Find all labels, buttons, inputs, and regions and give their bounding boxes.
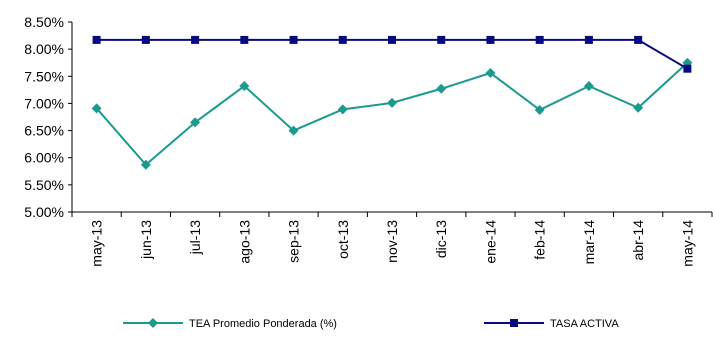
x-tick-label: mar-14 xyxy=(581,220,597,265)
series-1-point xyxy=(190,117,201,128)
y-tick-label: 5.00% xyxy=(24,204,64,220)
series-1-point xyxy=(239,81,250,92)
series-2-point xyxy=(437,35,446,44)
x-tick-label: ago-13 xyxy=(236,220,252,264)
series-2-point xyxy=(141,35,150,44)
y-tick-label: 7.00% xyxy=(24,95,64,111)
series-2-point xyxy=(191,35,200,44)
y-tick-label: 6.00% xyxy=(24,150,64,166)
series-1-line xyxy=(95,61,689,167)
series-1-point xyxy=(583,81,594,92)
series-1-point xyxy=(485,68,496,79)
series-1-point xyxy=(91,103,102,114)
x-tick-label: jul-13 xyxy=(187,220,203,255)
y-tick-label: 7.50% xyxy=(24,68,64,84)
x-tick-label: ene-14 xyxy=(482,220,498,264)
series-1-point xyxy=(387,97,397,108)
legend-label-series-2: TASA ACTIVA xyxy=(550,318,619,330)
series-1-point xyxy=(337,104,348,115)
x-tick-label: sep-13 xyxy=(286,220,302,263)
series-2-point xyxy=(683,64,692,73)
series-2-point xyxy=(338,35,347,44)
series-2-point xyxy=(486,35,495,44)
y-tick-label: 6.50% xyxy=(24,123,64,139)
series-1-point xyxy=(288,125,299,136)
series-2-point xyxy=(240,35,249,44)
y-tick-label: 8.00% xyxy=(24,41,64,57)
series-1-point xyxy=(534,104,545,115)
x-tick-label: feb-14 xyxy=(532,220,548,260)
series-2-line xyxy=(96,38,688,70)
series-2-point xyxy=(289,35,298,44)
series-1-point xyxy=(633,102,644,113)
series-2-point xyxy=(535,35,544,44)
x-tick-label: oct-13 xyxy=(335,220,351,259)
x-tick-label: nov-13 xyxy=(384,220,400,263)
x-tick-label: jun-13 xyxy=(138,220,154,260)
series-2-point xyxy=(584,35,593,44)
y-tick-label: 5.50% xyxy=(24,177,64,193)
series-2-point xyxy=(388,35,396,44)
y-tick-label: 8.50% xyxy=(24,14,64,30)
series-2-point xyxy=(634,35,643,44)
x-tick-label: dic-13 xyxy=(433,220,449,258)
x-tick-label: may-13 xyxy=(89,220,105,267)
x-tick-label: abr-14 xyxy=(630,220,646,261)
legend-marker-series-2 xyxy=(510,319,518,327)
series-1-point xyxy=(140,159,151,170)
series-1-point xyxy=(436,83,447,94)
x-tick-label: may-14 xyxy=(679,220,695,267)
legend-label-series-1: TEA Promedio Ponderada (%) xyxy=(189,318,337,330)
series-2-point xyxy=(92,35,101,44)
legend-marker-series-1 xyxy=(148,318,158,328)
legend-item-series-1: TEA Promedio Ponderada (%) xyxy=(123,318,337,330)
legend-item-series-2: TASA ACTIVA xyxy=(484,318,619,330)
